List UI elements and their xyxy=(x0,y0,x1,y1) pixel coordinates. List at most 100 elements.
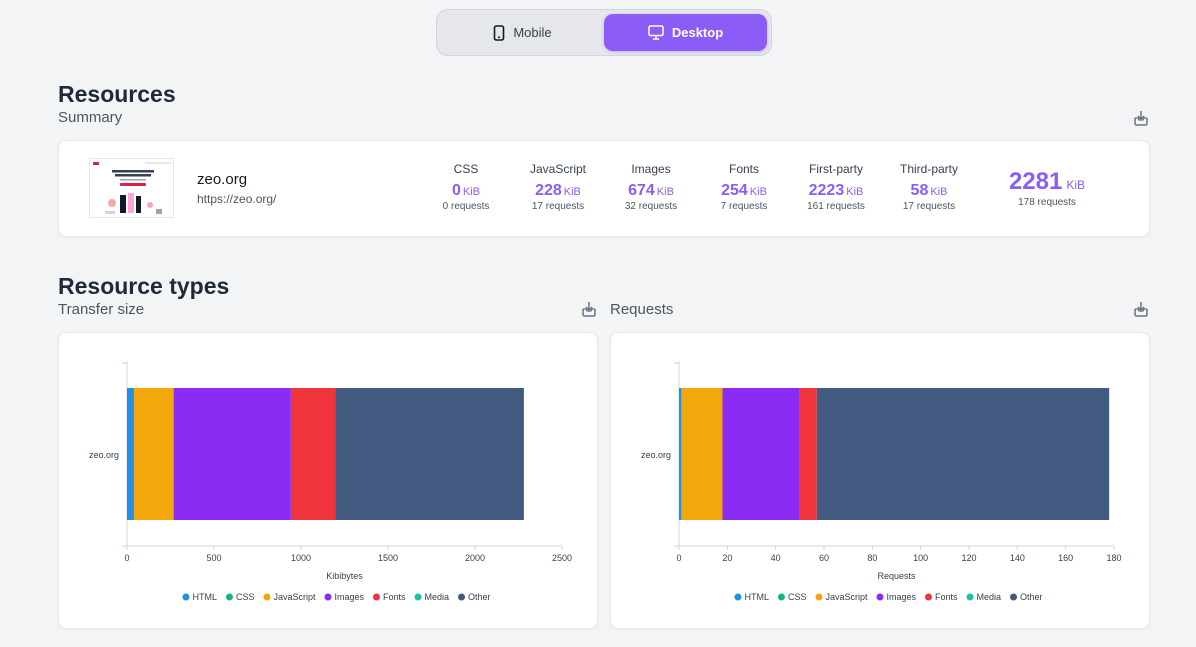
legend-marker xyxy=(925,593,933,601)
legend-marker xyxy=(966,593,974,601)
legend-item-css: CSS xyxy=(777,592,807,602)
bar-segment-html xyxy=(679,388,682,520)
x-tick-label: 160 xyxy=(1058,553,1073,563)
legend-marker xyxy=(373,593,381,601)
legend-item-other: Other xyxy=(1010,592,1043,602)
x-tick-label: 120 xyxy=(961,553,976,563)
bar-segment-fonts xyxy=(799,388,817,520)
legend-marker xyxy=(1010,593,1018,601)
transfer-size-chart-card: zeo.org 0 500 1000 1500 2000 2500 Kibibytes HTML… xyxy=(58,332,598,629)
legend-marker xyxy=(734,593,742,601)
x-tick-label: 2500 xyxy=(552,553,572,563)
device-toggle: Mobile Desktop xyxy=(436,9,772,56)
stat-images: Images 674 KiB 32 requests xyxy=(625,162,677,212)
legend-marker xyxy=(225,593,233,601)
stat-fonts: Fonts 254 KiB 7 requests xyxy=(721,162,768,212)
mobile-button[interactable]: Mobile xyxy=(441,14,604,51)
legend-marker xyxy=(876,593,884,601)
x-tick-label: 180 xyxy=(1106,553,1121,563)
summary-subtitle: Summary xyxy=(58,109,123,126)
stat-total: 2281 KiB 178 requests xyxy=(1009,168,1085,208)
bar-segment-fonts xyxy=(290,388,336,520)
legend-label: JavaScript xyxy=(273,592,316,602)
stat-unit: KiB xyxy=(930,186,948,198)
x-tick-label: 100 xyxy=(913,553,928,563)
bar-segment-html xyxy=(127,388,134,520)
stat-requests: 7 requests xyxy=(720,201,768,212)
stat-unit: KiB xyxy=(749,186,767,198)
x-tick-label: 1000 xyxy=(291,553,311,563)
legend-item-media: Media xyxy=(414,592,450,602)
site-thumbnail xyxy=(89,158,174,218)
desktop-label: Desktop xyxy=(671,25,724,40)
stat-label: Images xyxy=(631,162,671,176)
legend: HTML CSS JavaScript Images Fonts Media Other xyxy=(182,592,491,602)
stat-label: Third-party xyxy=(899,162,959,176)
legend-marker xyxy=(458,593,466,601)
bar-segment-other xyxy=(816,388,1110,520)
stat-value: 254 xyxy=(721,182,748,199)
legend-label: HTML xyxy=(192,592,217,602)
x-tick-label: 2000 xyxy=(465,553,485,563)
transfer-size-subtitle: Transfer size xyxy=(58,301,145,318)
legend-label: CSS xyxy=(236,592,255,602)
stat-value: 0 xyxy=(451,182,461,199)
x-tick-label: 40 xyxy=(771,553,781,563)
legend-label: Media xyxy=(425,592,450,602)
stat-value: 674 xyxy=(628,182,655,199)
download-icon[interactable] xyxy=(580,300,598,318)
x-tick-label: 80 xyxy=(867,553,877,563)
stat-javascript: JavaScript 228 KiB 17 requests xyxy=(530,162,586,212)
monitor-icon xyxy=(648,25,664,40)
legend-item-css: CSS xyxy=(225,592,255,602)
legend-item-fonts: Fonts xyxy=(925,592,958,602)
requests-subtitle: Requests xyxy=(610,301,674,318)
total-value: 2281 xyxy=(1008,168,1063,195)
download-icon[interactable] xyxy=(1132,300,1150,318)
stat-css: CSS 0 KiB 0 requests xyxy=(443,162,490,212)
requests-chart: zeo.org 0 20 40 60 80 100 120 140 160 180 Requests H… xyxy=(641,361,1122,602)
site-url[interactable]: https://zeo.org/ xyxy=(197,192,277,206)
stat-unit: KiB xyxy=(563,186,581,198)
stat-label: JavaScript xyxy=(529,162,587,176)
legend-marker xyxy=(263,593,271,601)
stat-value: 58 xyxy=(910,182,929,199)
bar-segment-images xyxy=(173,388,291,520)
mobile-label: Mobile xyxy=(513,25,552,40)
bar-segment-other xyxy=(335,388,524,520)
legend-marker xyxy=(414,593,422,601)
transfer-size-chart: zeo.org 0 500 1000 1500 2000 2500 Kibibytes HTML… xyxy=(89,361,572,602)
stat-label: Fonts xyxy=(728,162,760,176)
stat-requests: 32 requests xyxy=(624,201,678,212)
legend-marker xyxy=(324,593,332,601)
legend-marker xyxy=(815,593,823,601)
stat-label: CSS xyxy=(453,162,479,176)
stat-requests: 17 requests xyxy=(902,201,956,212)
bar-segment-javascript xyxy=(133,388,174,520)
legend-item-other: Other xyxy=(458,592,491,602)
x-tick-label: 20 xyxy=(722,553,732,563)
legend-item-fonts: Fonts xyxy=(373,592,406,602)
y-tick-label: zeo.org xyxy=(89,450,119,460)
requests-chart-card: zeo.org 0 20 40 60 80 100 120 140 160 180 Requests H… xyxy=(610,332,1150,629)
smartphone-icon xyxy=(494,24,505,41)
download-icon[interactable] xyxy=(1132,109,1150,127)
stat-requests: 17 requests xyxy=(531,201,585,212)
total-unit: KiB xyxy=(1066,178,1086,192)
stat-requests: 161 requests xyxy=(807,201,865,212)
stat-requests: 0 requests xyxy=(442,201,490,212)
legend-item-html: HTML xyxy=(182,592,217,602)
legend-item-images: Images xyxy=(324,592,365,602)
legend-item-javascript: JavaScript xyxy=(263,592,316,602)
x-tick-label: 140 xyxy=(1010,553,1025,563)
stat-value: 228 xyxy=(535,182,562,199)
legend-label: Images xyxy=(334,592,364,602)
legend-label: CSS xyxy=(788,592,807,602)
desktop-button[interactable]: Desktop xyxy=(604,14,767,51)
legend-label: Fonts xyxy=(383,592,406,602)
legend-marker xyxy=(182,593,190,601)
legend-item-javascript: JavaScript xyxy=(815,592,868,602)
legend-item-html: HTML xyxy=(734,592,769,602)
legend-marker xyxy=(777,593,785,601)
site-name: zeo.org xyxy=(197,171,248,188)
